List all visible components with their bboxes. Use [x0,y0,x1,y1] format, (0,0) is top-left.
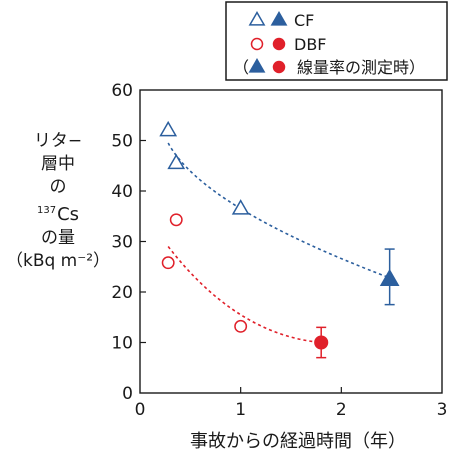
y-axis-label-line2: 層中 [41,154,75,174]
data-point-cf-4 [379,268,400,286]
data-markers [159,120,400,359]
y-tick-label: 50 [111,132,133,152]
y-axis-label-line4: 137Cs [2,199,114,227]
data-point-dbf-3 [234,319,248,333]
trend-line-cf [167,142,390,279]
legend-label-dbf: DBF [294,35,327,54]
legend-marker-open-0 [248,10,266,26]
legend-marker-filled-0 [270,10,288,26]
x-tick-label: 2 [336,400,347,420]
y-tick-label: 20 [111,283,133,303]
data-point-cf-2 [167,153,186,170]
x-tick-label: 3 [437,400,448,420]
plot-frame [139,89,443,394]
isotope-symbol: Cs [57,204,80,225]
y-tick-label: 40 [111,182,133,202]
y-tick-label: 30 [111,233,133,253]
data-point-dbf-4 [314,335,329,350]
data-point-cf-3 [231,199,250,215]
legend-label-cf: CF [294,11,314,30]
y-axis-label-line3: の [49,177,67,197]
y-tick-label: 0 [122,384,133,404]
legend-box [225,1,448,81]
data-point-dbf-2 [169,213,183,227]
y-axis-label-line1: リタ− [33,131,83,151]
y-axis-label: リタ− 層中 の 137Cs の量 （kBq m⁻²） [2,130,114,273]
y-tick-label: 60 [111,81,133,101]
trend-lines [167,142,390,344]
x-axis-label: 事故からの経過時間（年） [190,431,406,452]
y-tick-label: 10 [111,334,133,354]
x-tick-label: 1 [235,400,246,420]
data-point-cf-1 [159,120,178,137]
isotope-mass-number: 137 [36,205,57,216]
axes: 0 10 20 30 40 50 60 0 1 2 3 [111,81,447,420]
legend-marker-filled-triangle [248,57,266,73]
y-axis-label-line6: （kBq m⁻²） [5,251,111,271]
legend-marker-filled-1 [272,37,286,51]
x-tick-label: 0 [135,400,146,420]
y-axis-label-line5: の量 [41,228,75,248]
legend-marker-filled-circle [272,60,286,74]
data-point-dbf-1 [161,256,175,270]
trend-line-dbf [167,246,322,344]
legend-marker-open-1 [250,37,264,51]
